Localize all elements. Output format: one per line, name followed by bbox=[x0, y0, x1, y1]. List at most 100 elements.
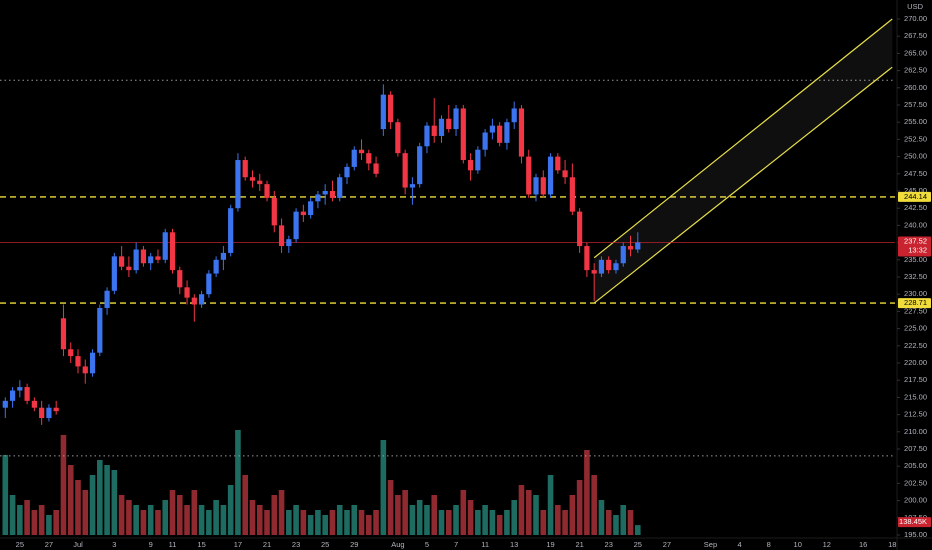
volume-bar bbox=[467, 500, 474, 535]
candle-body bbox=[366, 153, 372, 164]
volume-bar bbox=[329, 510, 336, 535]
candle-body bbox=[111, 256, 117, 291]
candle-body bbox=[271, 197, 277, 226]
volume-bar bbox=[511, 500, 517, 535]
y-tick-label: 240.00 bbox=[904, 220, 927, 229]
volume-bar bbox=[533, 495, 539, 535]
volume-bar bbox=[140, 510, 147, 535]
candle-body bbox=[82, 366, 88, 374]
volume-bar bbox=[591, 475, 597, 535]
candle-body bbox=[555, 156, 561, 171]
volume-bar bbox=[424, 505, 430, 535]
x-tick-label: 27 bbox=[45, 540, 53, 549]
level-label-bg bbox=[898, 191, 931, 202]
candle-body bbox=[613, 263, 619, 271]
candle-body bbox=[344, 166, 350, 178]
candle-body bbox=[278, 225, 285, 247]
x-tick-label: 12 bbox=[823, 540, 831, 549]
candle-body bbox=[358, 149, 365, 154]
candle-body bbox=[591, 270, 597, 274]
candle-body bbox=[322, 191, 328, 195]
candle-body bbox=[373, 163, 379, 174]
volume-bar bbox=[518, 485, 525, 535]
candle-body bbox=[60, 318, 67, 350]
volume-bar bbox=[213, 500, 219, 535]
x-tick-label: 21 bbox=[575, 540, 583, 549]
x-tick-label: 8 bbox=[767, 540, 771, 549]
channel-fill bbox=[594, 19, 893, 304]
volume-bar bbox=[445, 510, 452, 535]
x-tick-label: 13 bbox=[510, 540, 518, 549]
volume-bar bbox=[438, 510, 445, 535]
candle-body bbox=[584, 246, 590, 271]
volume-bar bbox=[627, 510, 634, 535]
volume-bar bbox=[489, 510, 496, 535]
volume-bar bbox=[198, 505, 205, 535]
candle-body bbox=[402, 153, 408, 188]
candle-body bbox=[337, 177, 343, 198]
candle-body bbox=[388, 94, 394, 123]
y-tick-label: 255.00 bbox=[904, 117, 927, 126]
candle-body bbox=[569, 177, 575, 212]
candle-body bbox=[409, 184, 416, 188]
volume-bar bbox=[220, 505, 227, 535]
volume-bar bbox=[242, 475, 249, 535]
volume-bar bbox=[24, 500, 30, 535]
candle-body bbox=[46, 407, 52, 419]
volume-bar bbox=[402, 490, 408, 535]
last-price-bg bbox=[898, 236, 931, 257]
volume-bar bbox=[598, 500, 605, 535]
volume-bar bbox=[613, 515, 619, 535]
volume-bar bbox=[409, 505, 416, 535]
volume-bar bbox=[191, 490, 198, 535]
y-tick-label: 270.00 bbox=[904, 14, 927, 23]
channel-line bbox=[593, 18, 893, 259]
candle-body bbox=[24, 387, 30, 401]
volume-bar bbox=[620, 505, 627, 535]
candle-body bbox=[140, 249, 147, 264]
candle-body bbox=[453, 108, 459, 130]
volume-bar bbox=[249, 500, 256, 535]
volume-label-bg bbox=[898, 517, 931, 528]
candle-body bbox=[504, 122, 510, 143]
volume-bar bbox=[605, 510, 612, 535]
x-tick-label: 21 bbox=[263, 540, 271, 549]
candle-body bbox=[467, 160, 474, 171]
y-tick-label: 202.50 bbox=[904, 478, 927, 487]
candle-body bbox=[351, 149, 357, 167]
y-tick-label: 252.50 bbox=[904, 134, 927, 143]
candle-body bbox=[627, 246, 634, 250]
y-tick-label: 220.00 bbox=[904, 358, 927, 367]
volume-bar bbox=[82, 490, 89, 535]
y-tick-label: 225.00 bbox=[904, 324, 927, 333]
y-tick-label: 222.50 bbox=[904, 341, 927, 350]
candle-body bbox=[148, 256, 154, 264]
volume-bar bbox=[75, 480, 81, 535]
volume-bar bbox=[286, 510, 292, 535]
candle-body bbox=[606, 259, 612, 271]
volume-bar bbox=[315, 510, 321, 535]
candle-body bbox=[598, 259, 605, 274]
candle-body bbox=[264, 184, 270, 198]
y-tick-label: 247.50 bbox=[904, 169, 927, 178]
candle-body bbox=[475, 149, 481, 171]
x-tick-label: 23 bbox=[605, 540, 613, 549]
candle-body bbox=[315, 194, 321, 202]
volume-bar bbox=[525, 490, 532, 535]
y-tick-label: 260.00 bbox=[904, 83, 927, 92]
y-tick-label: 257.50 bbox=[904, 100, 927, 109]
volume-bar bbox=[416, 500, 423, 535]
candle-body bbox=[2, 400, 8, 408]
candle-body bbox=[395, 122, 401, 154]
candle-body bbox=[329, 191, 336, 198]
volume-bar bbox=[300, 510, 307, 535]
candle-body bbox=[155, 256, 161, 260]
volume-bar bbox=[475, 510, 481, 535]
volume-bar bbox=[147, 505, 154, 535]
candle-body bbox=[119, 256, 125, 267]
candle-body bbox=[169, 232, 176, 271]
x-tick-label: Jul bbox=[73, 540, 83, 549]
candle-body bbox=[533, 177, 539, 195]
x-tick-label: 18 bbox=[888, 540, 896, 549]
